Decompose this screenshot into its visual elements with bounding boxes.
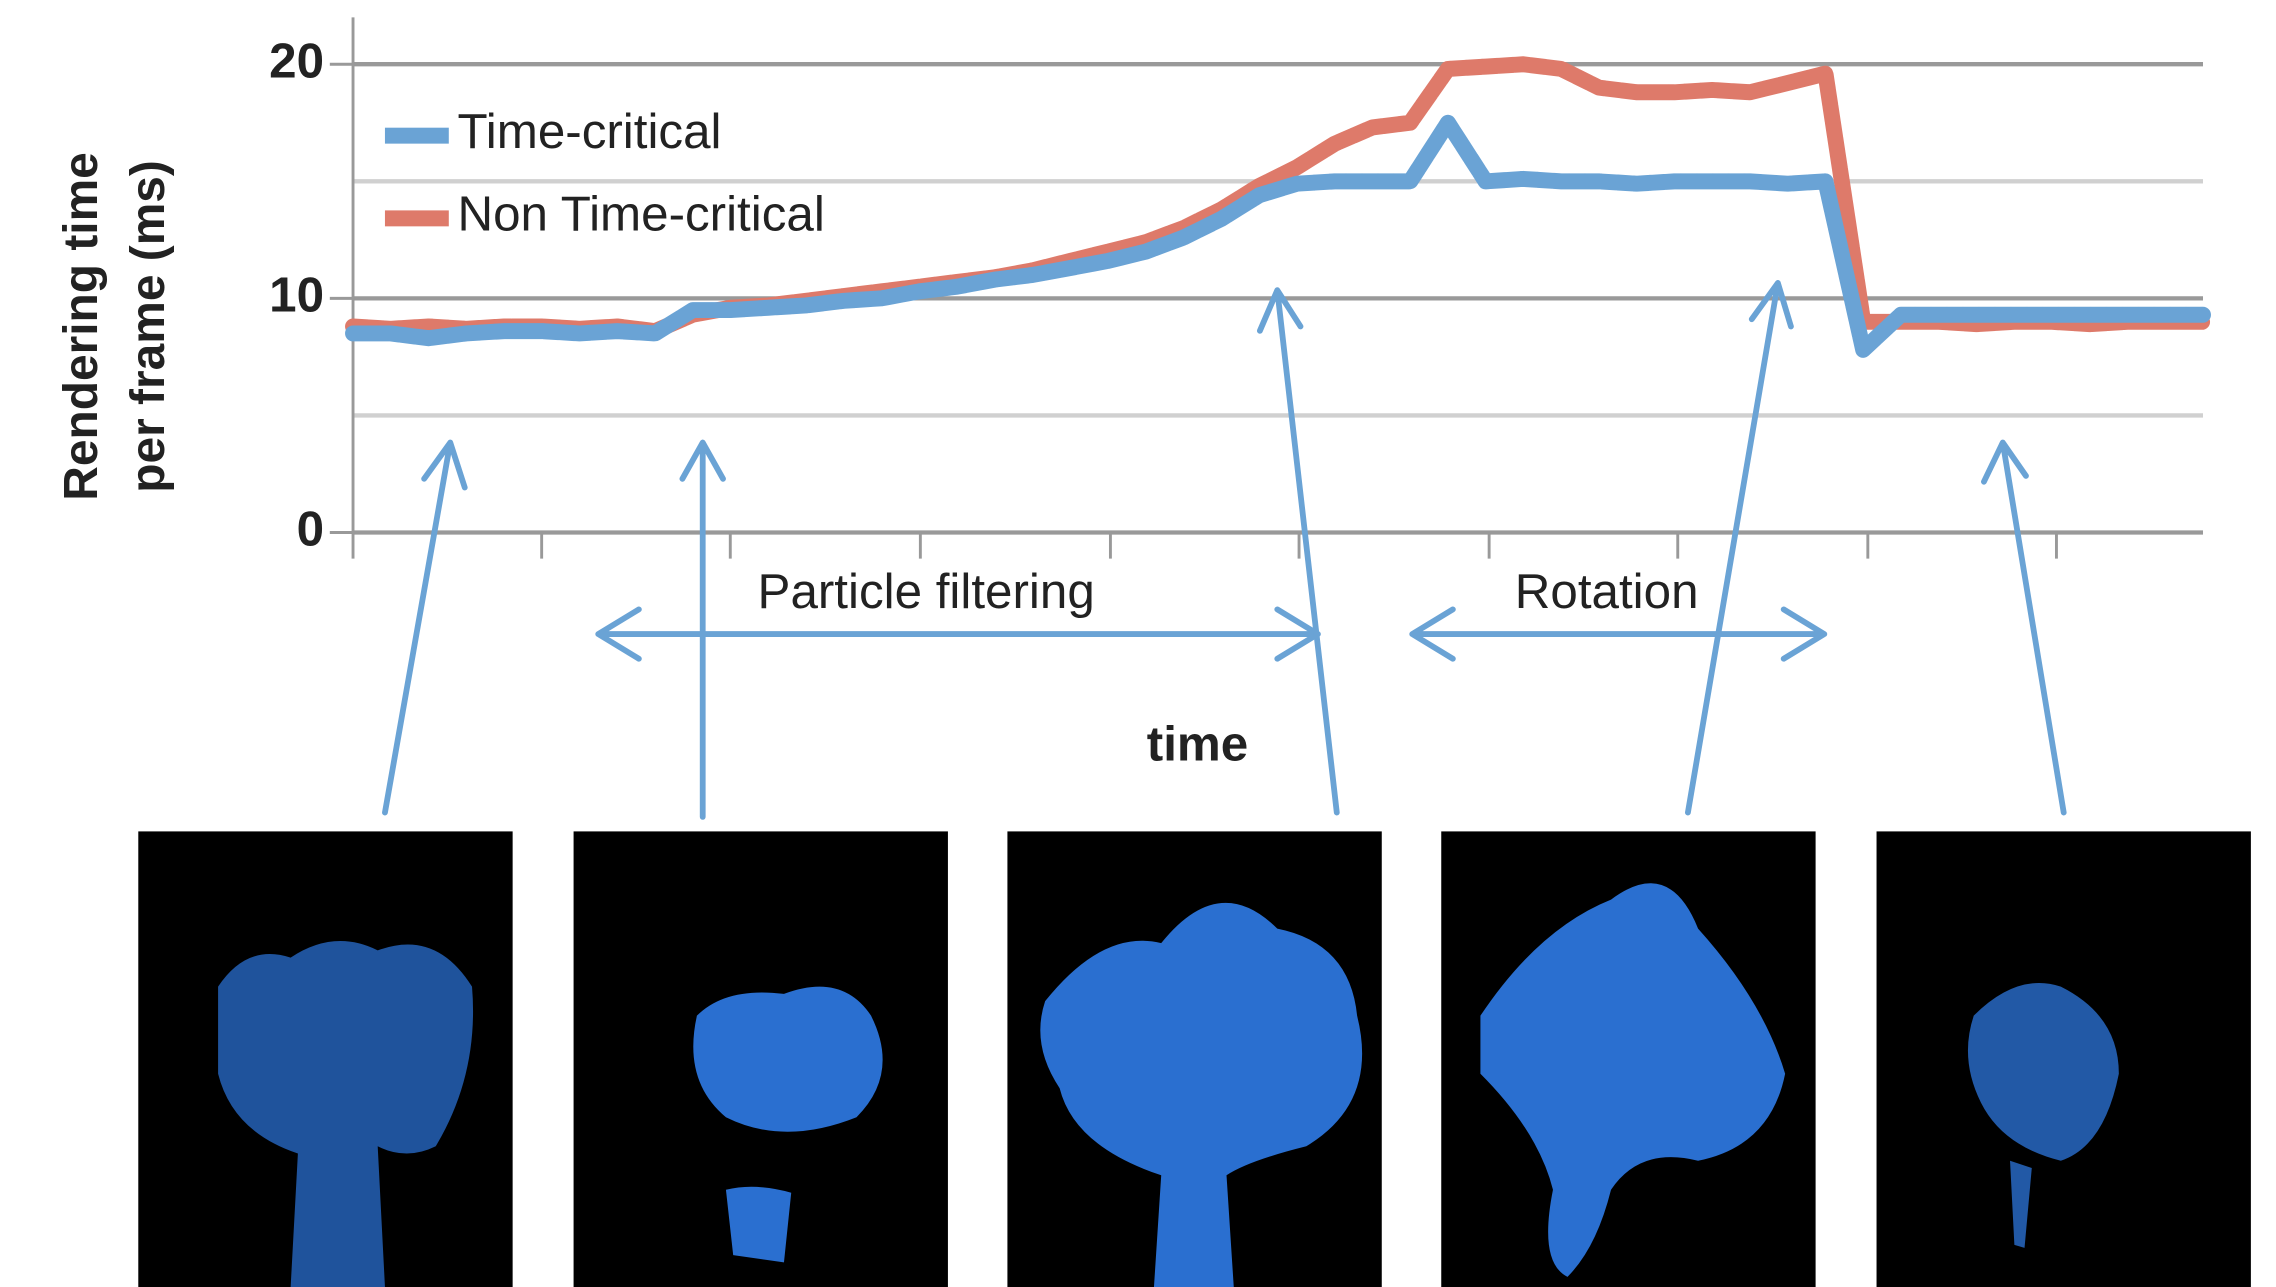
x-axis-label: time	[1147, 716, 1248, 771]
lines	[345, 56, 2211, 358]
legend: Time-critical Non Time-critical	[384, 104, 825, 242]
y-axis-label: Rendering time per frame (ms)	[55, 152, 175, 500]
arrows	[382, 280, 2067, 820]
y-tick-label: 10	[269, 267, 324, 322]
legend-label: Non Time-critical	[458, 187, 825, 242]
legend-swatch	[384, 127, 449, 144]
legend-swatch	[384, 210, 449, 227]
y-tick-label: 0	[297, 502, 324, 557]
grid: 0 10 20	[269, 33, 2204, 557]
legend-label: Time-critical	[458, 104, 722, 159]
y-label-line: per frame (ms)	[122, 160, 175, 493]
x-axis-ticks	[351, 532, 2058, 559]
volume-renderings	[138, 831, 2251, 1287]
annotation: Particle filtering	[758, 564, 1095, 619]
annotation: Rotation	[1515, 564, 1699, 619]
series-line	[345, 114, 2211, 358]
y-label-line: Rendering time	[55, 152, 108, 500]
y-tick-label: 20	[269, 33, 324, 88]
